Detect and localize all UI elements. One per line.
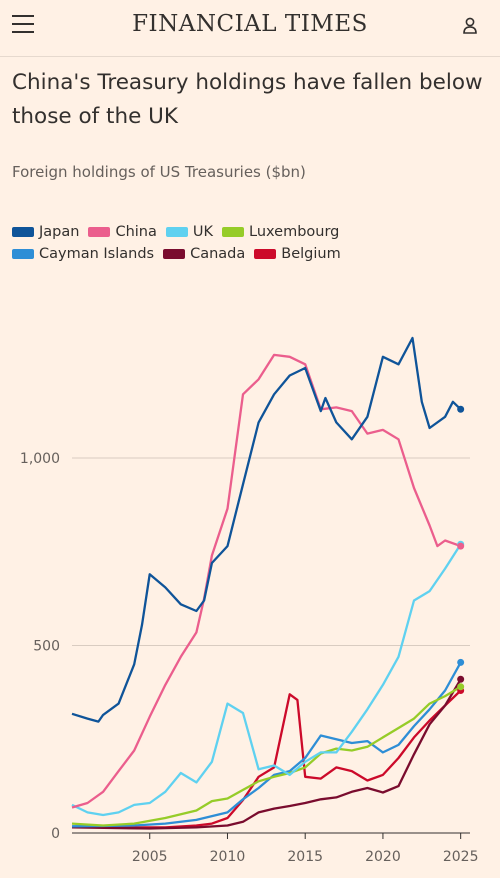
masthead-logo[interactable]: FINANCIAL TIMES <box>132 11 368 37</box>
line-chart: 0 500 1,000 2005 2010 2015 2020 2025 <box>20 336 479 865</box>
series-line-canada <box>71 678 462 830</box>
legend-row: Cayman Islands Canada Belgium <box>12 243 492 265</box>
y-tick-label: 1,000 <box>20 451 60 467</box>
series-line-japan <box>71 336 462 723</box>
legend-label: UK <box>192 224 213 240</box>
series-end-dot <box>457 658 465 666</box>
x-tick-label: 2020 <box>365 849 401 865</box>
chart-legend: Japan China UK Luxembourg Cayman Islands Can… <box>12 221 492 265</box>
legend-label: Canada <box>190 246 246 262</box>
series-line-cayman-islands <box>71 661 462 828</box>
y-tick-label: 500 <box>33 639 60 655</box>
legend-item-japan: Japan <box>12 224 79 240</box>
x-tick-label: 2005 <box>132 849 168 865</box>
y-tick-label: 0 <box>51 826 60 842</box>
legend-label: Japan <box>39 224 80 240</box>
chart-subtitle: Foreign holdings of US Treasuries ($bn) <box>12 163 306 181</box>
x-tick-label: 2025 <box>443 849 479 865</box>
legend-swatch <box>222 227 244 237</box>
series-end-dot <box>457 683 465 691</box>
x-tick-label: 2010 <box>210 849 246 865</box>
legend-swatch <box>88 227 111 237</box>
legend-label: Luxembourg <box>249 224 340 240</box>
legend-item-canada: Canada <box>163 246 245 262</box>
legend-label: Cayman Islands <box>39 246 155 262</box>
legend-item-cayman-islands: Cayman Islands <box>12 246 154 262</box>
legend-item-luxembourg: Luxembourg <box>222 224 339 240</box>
legend-item-belgium: Belgium <box>254 246 341 262</box>
series-end-dot <box>457 542 465 550</box>
series-line-luxembourg <box>71 685 462 827</box>
series-end-dot <box>457 405 465 413</box>
legend-label: China <box>115 224 157 240</box>
legend-swatch <box>163 249 186 259</box>
series-line-uk <box>71 543 462 817</box>
legend-row: Japan China UK Luxembourg <box>12 221 492 243</box>
legend-label: Belgium <box>281 246 341 262</box>
legend-swatch <box>254 249 277 259</box>
hamburger-menu-icon[interactable] <box>12 15 34 33</box>
legend-swatch <box>12 227 34 237</box>
legend-swatch <box>12 249 34 259</box>
top-navigation-bar: FINANCIAL TIMES <box>0 0 500 57</box>
series-line-china <box>71 353 462 809</box>
series-end-dot <box>457 675 465 683</box>
chart-headline: China's Treasury holdings have fallen be… <box>12 70 483 129</box>
legend-item-uk: UK <box>165 224 213 240</box>
user-account-icon[interactable] <box>462 16 478 34</box>
x-tick-label: 2015 <box>287 849 323 865</box>
series-line-belgium <box>72 689 462 829</box>
legend-item-china: China <box>88 224 157 240</box>
legend-swatch <box>165 227 188 237</box>
